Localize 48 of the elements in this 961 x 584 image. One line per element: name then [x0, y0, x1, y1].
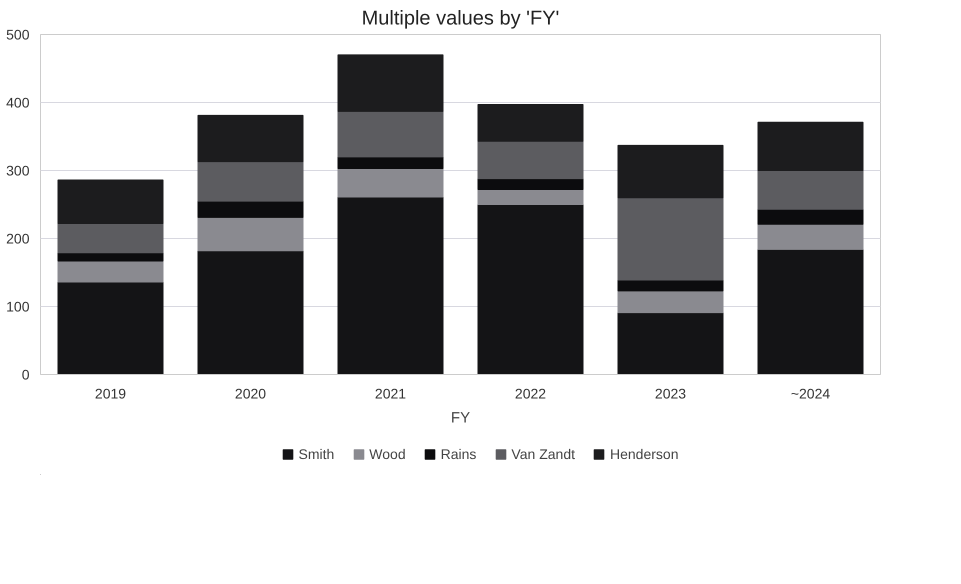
bar: [758, 224, 864, 250]
bar: [618, 197, 724, 280]
bar: [338, 168, 444, 198]
bar: [758, 248, 864, 374]
x-tick-label: ~2024: [790, 386, 830, 402]
bar: [198, 250, 304, 374]
x-tick-label: 2023: [654, 386, 686, 402]
bar: [198, 114, 304, 162]
bar: [338, 196, 444, 374]
bar: [338, 54, 444, 112]
legend-label: Wood: [369, 446, 406, 462]
bar: [478, 204, 584, 374]
x-tick-label: 2019: [94, 386, 126, 402]
x-tick-label: 2022: [514, 386, 546, 402]
legend-label: Rains: [440, 446, 476, 462]
x-tick-label: 2021: [374, 386, 406, 402]
y-tick-label: 300: [6, 162, 30, 178]
bar: [758, 208, 864, 225]
x-axis-title: FY: [450, 410, 470, 426]
bar: [618, 290, 724, 314]
bar: [618, 312, 724, 374]
bar: [618, 279, 724, 292]
bar: [478, 178, 584, 190]
bar: [198, 216, 304, 252]
bar: [478, 104, 584, 142]
bar: [478, 189, 584, 205]
bar: [758, 170, 864, 210]
bar: [58, 180, 164, 224]
legend-label: Henderson: [610, 446, 678, 462]
y-tick-label: 0: [22, 366, 30, 382]
bar: [338, 156, 444, 169]
bar: [58, 223, 164, 254]
bar: [58, 260, 164, 283]
y-tick-label: 100: [6, 298, 30, 314]
y-tick-label: 200: [6, 230, 30, 246]
bar: [198, 200, 304, 218]
bar: [618, 144, 724, 198]
bar: [338, 110, 444, 158]
legend-label: Van Zandt: [511, 446, 575, 462]
y-tick-label: 500: [6, 26, 30, 42]
bar: [58, 282, 164, 374]
x-tick-label: 2020: [234, 386, 266, 402]
bar: [198, 161, 304, 202]
y-tick-label: 400: [6, 94, 30, 110]
chart-title: Multiple values by 'FY': [362, 8, 560, 30]
legend-label: Smith: [298, 446, 334, 462]
bar: [478, 140, 584, 180]
bar: [758, 122, 864, 171]
